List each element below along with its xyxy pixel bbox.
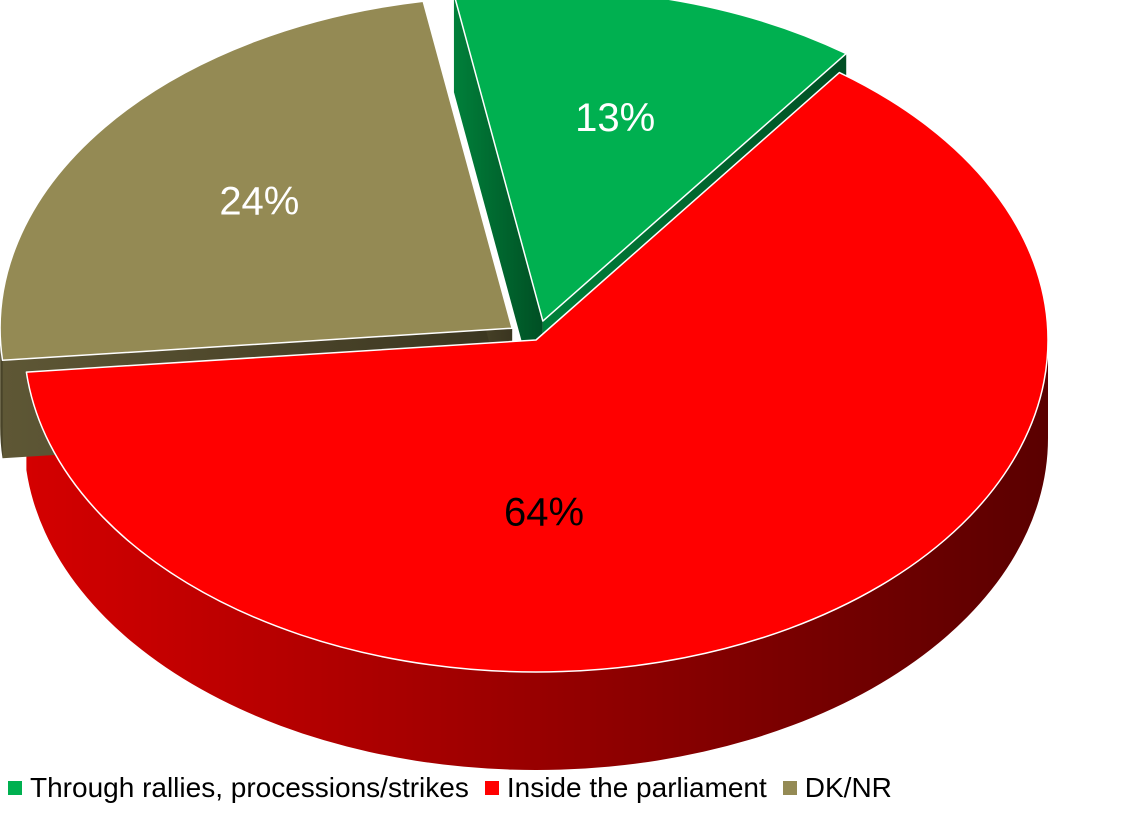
slice-rallies-cut-side-start — [453, 0, 543, 420]
legend-label-dknr: DK/NR — [804, 772, 892, 803]
legend-label-parliament: Inside the parliament — [506, 772, 767, 803]
label-dknr: 24% — [219, 179, 299, 223]
legend-swatch-parliament — [484, 781, 499, 795]
legend-swatch-dknr — [782, 781, 797, 795]
legend-swatch-rallies — [8, 781, 22, 795]
legend-item-dknr: DK/NR — [782, 772, 892, 804]
legend: Through rallies, processions/strikes Ins… — [8, 772, 1123, 804]
legend-item-parliament: Inside the parliament — [484, 772, 767, 804]
slice-rallies-top — [454, 0, 847, 322]
legend-label-rallies: Through rallies, processions/strikes — [30, 772, 469, 803]
legend-item-rallies: Through rallies, processions/strikes — [8, 772, 469, 804]
label-rallies: 13% — [575, 96, 655, 140]
label-parliament: 64% — [504, 491, 584, 535]
pie-chart: 13% 64% 24% — [0, 0, 1049, 770]
slice-parliament-outer-side — [26, 340, 1049, 770]
slice-dknr-top — [0, 0, 513, 362]
slice-parliament-top — [25, 71, 1049, 673]
